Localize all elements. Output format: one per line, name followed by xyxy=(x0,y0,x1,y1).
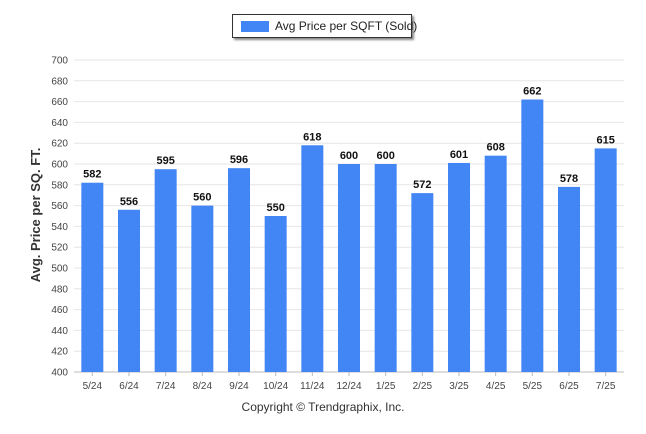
y-tick-label: 400 xyxy=(51,368,68,379)
data-label: 601 xyxy=(450,149,468,161)
bar xyxy=(448,162,470,372)
bar xyxy=(594,148,617,372)
y-tick-label: 460 xyxy=(51,305,68,316)
data-label: 582 xyxy=(83,169,101,181)
x-tick-label: 10/24 xyxy=(263,381,288,392)
data-label: 615 xyxy=(596,134,614,146)
x-tick-label: 4/25 xyxy=(486,381,506,392)
bar xyxy=(411,193,434,372)
x-tick-label: 6/24 xyxy=(119,381,139,392)
x-tick-label: 9/24 xyxy=(229,381,249,392)
x-tick-label: 8/24 xyxy=(193,381,213,392)
y-tick-label: 660 xyxy=(51,97,68,108)
y-tick-label: 580 xyxy=(51,180,68,191)
legend[interactable]: Avg Price per SQFT (Sold) xyxy=(232,14,417,38)
y-tick-label: 600 xyxy=(51,160,68,171)
data-label: 556 xyxy=(120,196,138,208)
data-label: 662 xyxy=(523,86,541,98)
data-label: 572 xyxy=(413,179,431,191)
bar xyxy=(484,155,507,372)
data-label: 600 xyxy=(340,150,358,162)
y-tick-label: 620 xyxy=(51,139,68,150)
bar xyxy=(228,168,250,372)
y-tick-label: 700 xyxy=(51,56,68,67)
y-tick-label: 520 xyxy=(51,243,68,254)
bar xyxy=(338,164,360,372)
bar xyxy=(191,205,214,372)
bar xyxy=(118,209,140,372)
x-tick-label: 11/24 xyxy=(300,381,325,392)
bar xyxy=(81,182,104,372)
x-tick-label: 12/24 xyxy=(336,381,361,392)
y-tick-label: 480 xyxy=(51,284,68,295)
y-tick-label: 440 xyxy=(51,326,68,337)
legend-swatch xyxy=(241,21,269,32)
x-tick-label: 2/25 xyxy=(413,381,433,392)
data-label: 578 xyxy=(560,173,578,185)
y-tick-label: 560 xyxy=(51,201,68,212)
x-tick-label: 5/24 xyxy=(83,381,103,392)
y-tick-label: 680 xyxy=(51,76,68,87)
bar xyxy=(154,169,177,372)
data-label: 595 xyxy=(156,155,174,167)
data-label: 550 xyxy=(266,202,284,214)
bar xyxy=(301,145,324,372)
y-tick-label: 540 xyxy=(51,222,68,233)
bar xyxy=(264,216,287,372)
data-label: 618 xyxy=(303,131,321,143)
x-tick-label: 7/25 xyxy=(596,381,616,392)
x-tick-label: 1/25 xyxy=(376,381,396,392)
x-tick-label: 7/24 xyxy=(156,381,176,392)
x-tick-label: 6/25 xyxy=(559,381,579,392)
bar xyxy=(558,186,580,372)
data-label: 600 xyxy=(376,150,394,162)
data-label: 560 xyxy=(193,192,211,204)
y-tick-label: 640 xyxy=(51,118,68,129)
legend-label: Avg Price per SQFT (Sold) xyxy=(275,19,418,33)
y-tick-label: 500 xyxy=(51,264,68,275)
x-tick-label: 5/25 xyxy=(523,381,543,392)
copyright-footer: Copyright © Trendgraphix, Inc. xyxy=(241,400,405,414)
bar xyxy=(521,99,544,373)
bar xyxy=(374,164,397,372)
data-label: 608 xyxy=(486,142,504,154)
y-tick-label: 420 xyxy=(51,347,68,358)
data-label: 596 xyxy=(230,154,248,166)
x-tick-label: 3/25 xyxy=(449,381,469,392)
